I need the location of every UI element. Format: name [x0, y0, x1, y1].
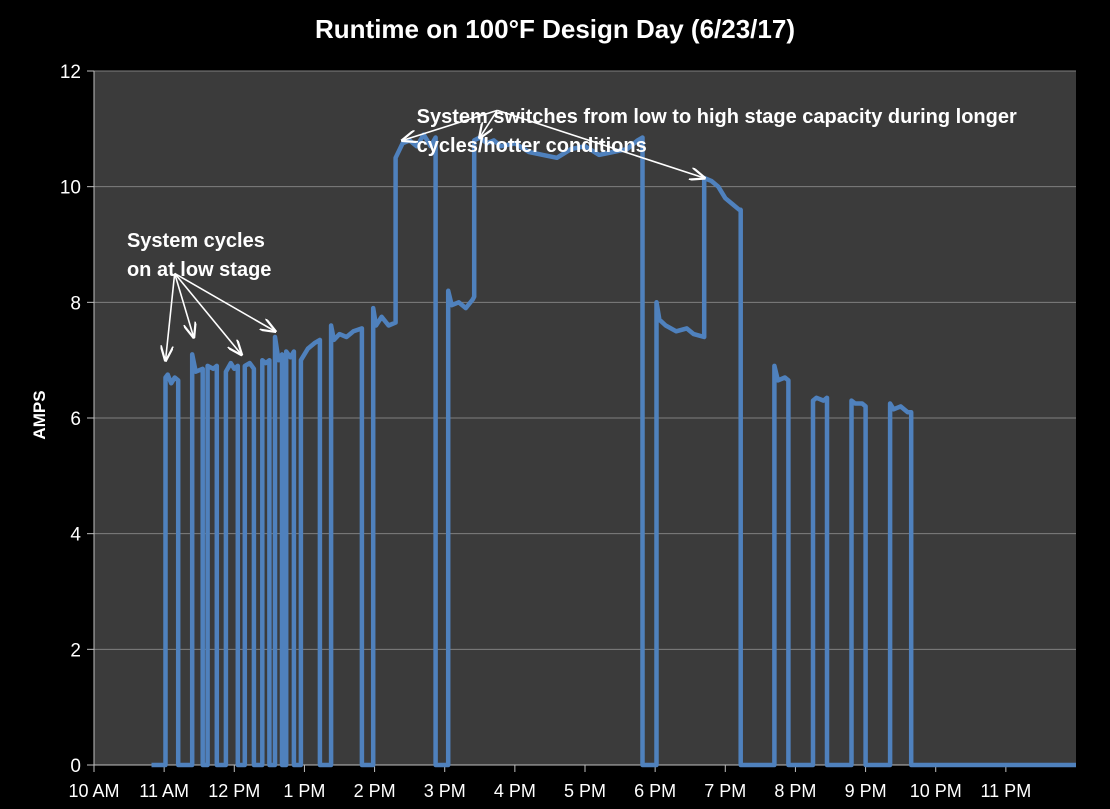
- x-tick-label-6: 4 PM: [494, 781, 536, 801]
- x-tick-label-3: 1 PM: [283, 781, 325, 801]
- series-line-0: [151, 132, 1076, 768]
- annotation-0: System switches from low to high stage c…: [417, 103, 1110, 161]
- annotation-1-arrow-0: [166, 273, 176, 360]
- x-tick-label-1: 11 AM: [139, 781, 189, 801]
- x-tick-label-11: 9 PM: [845, 781, 887, 801]
- y-tick-label-2: 4: [70, 525, 81, 546]
- x-tick-label-2: 12 PM: [208, 781, 260, 801]
- x-tick-label-7: 5 PM: [564, 781, 606, 801]
- y-tick-label-3: 6: [70, 409, 81, 430]
- x-tick-label-8: 6 PM: [634, 781, 676, 801]
- annotation-1-arrow-2: [174, 272, 242, 354]
- x-tick-label-12: 10 PM: [910, 781, 962, 801]
- x-tick-label-10: 8 PM: [774, 781, 816, 801]
- annotation-1-line-0: System cycles: [126, 230, 265, 253]
- x-tick-label-9: 7 PM: [704, 781, 746, 801]
- x-tick-label-5: 3 PM: [424, 781, 466, 801]
- annotation-1: System cycles on at low stage: [127, 227, 271, 285]
- annotation-0-arrow-0: [403, 109, 498, 140]
- annotation-0-line-0: System switches from low to high stage c…: [416, 105, 1017, 157]
- x-tick-label-4: 2 PM: [354, 781, 396, 801]
- annotation-1-line-1: on at low stage: [126, 259, 272, 282]
- y-tick-label-6: 12: [60, 62, 81, 83]
- annotation-1-arrow-1: [173, 273, 194, 337]
- y-tick-label-0: 0: [70, 756, 81, 777]
- y-tick-label-5: 10: [60, 178, 81, 199]
- x-tick-label-0: 10 AM: [68, 781, 119, 801]
- annotation-0-arrow-2: [497, 109, 704, 178]
- annotation-1-arrow-3: [174, 272, 275, 331]
- x-tick-label-13: 11 PM: [981, 781, 1032, 801]
- y-tick-label-1: 2: [70, 640, 81, 661]
- y-tick-label-4: 8: [70, 293, 81, 314]
- annotation-0-arrow-1: [480, 109, 498, 137]
- chart-title: Runtime on 100°F Design Day (6/23/17): [315, 14, 795, 44]
